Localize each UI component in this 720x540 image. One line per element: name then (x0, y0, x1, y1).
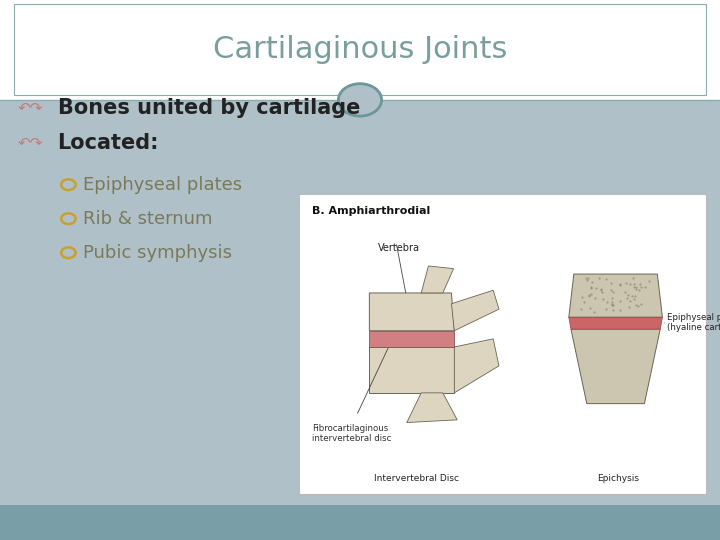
Text: Epiphyseal plate
(hyaline cartilage): Epiphyseal plate (hyaline cartilage) (667, 313, 720, 332)
Text: Bones united by cartilage: Bones united by cartilage (58, 98, 360, 118)
Polygon shape (421, 266, 454, 293)
Polygon shape (369, 293, 454, 330)
Polygon shape (454, 339, 499, 393)
Text: ↶↷: ↶↷ (18, 100, 43, 116)
Polygon shape (451, 291, 499, 330)
Bar (14, 4, 706, 94)
Polygon shape (569, 274, 662, 317)
Bar (0, 505, 720, 540)
Circle shape (338, 84, 382, 116)
Text: B. Amphiarthrodial: B. Amphiarthrodial (312, 206, 430, 217)
Text: Intervertebral Disc: Intervertebral Disc (374, 474, 459, 483)
Text: Fibrocartilaginous
intervertebral disc: Fibrocartilaginous intervertebral disc (312, 424, 391, 443)
Text: Epichysis: Epichysis (598, 474, 639, 483)
Polygon shape (571, 329, 660, 403)
Text: Epiphyseal plates: Epiphyseal plates (83, 176, 242, 194)
Text: Pubic symphysis: Pubic symphysis (83, 244, 232, 262)
Text: Located:: Located: (58, 133, 159, 153)
Bar (0, 0, 720, 100)
Polygon shape (407, 393, 457, 422)
Text: Cartilaginous Joints: Cartilaginous Joints (213, 36, 507, 64)
Text: Vertebra: Vertebra (378, 243, 420, 253)
Bar (299, 194, 706, 494)
Polygon shape (369, 330, 454, 347)
Polygon shape (369, 347, 454, 393)
Text: ↶↷: ↶↷ (18, 136, 43, 151)
Text: Rib & sternum: Rib & sternum (83, 210, 212, 228)
Polygon shape (569, 317, 662, 329)
